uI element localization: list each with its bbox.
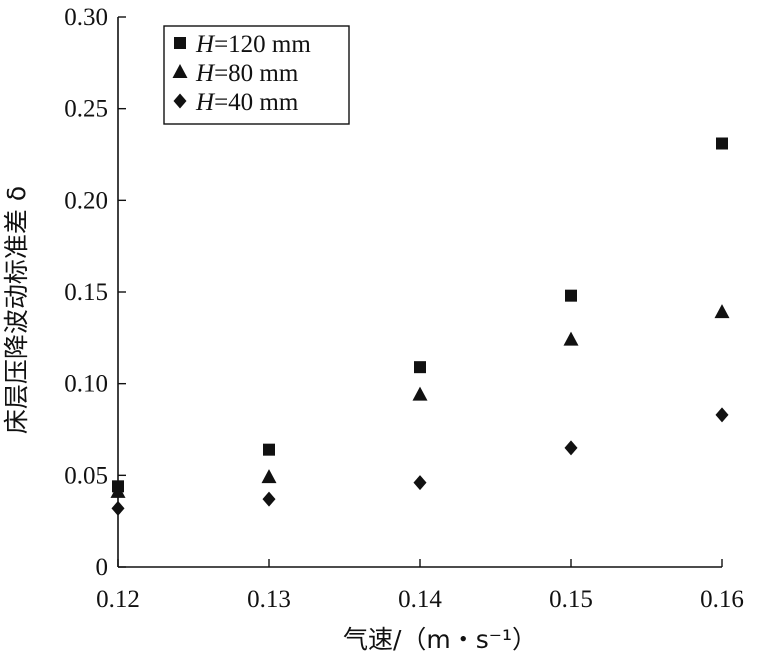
y-axis-label: 床层压降波动标准差 δ xyxy=(2,186,31,434)
x-tick-label: 0.13 xyxy=(247,586,291,613)
series-diamond xyxy=(111,407,729,516)
legend-entry: H=80 mm xyxy=(195,60,299,87)
x-axis-label: 气速/（m・s⁻¹） xyxy=(343,625,537,654)
data-point-diamond xyxy=(262,491,276,507)
legend-marker-diamond xyxy=(173,93,187,109)
data-points xyxy=(110,137,730,516)
y-tick-label: 0 xyxy=(96,554,109,581)
legend-entry: H=40 mm xyxy=(195,89,299,116)
data-point-square xyxy=(263,443,275,456)
data-point-triangle xyxy=(412,386,428,401)
series-triangle xyxy=(110,304,730,498)
legend-box xyxy=(163,25,350,125)
data-point-diamond xyxy=(111,500,125,516)
x-tick-label: 0.16 xyxy=(700,586,744,613)
data-point-diamond xyxy=(564,440,578,456)
data-point-diamond xyxy=(413,475,427,491)
data-point-triangle xyxy=(261,469,277,484)
x-tick-label: 0.12 xyxy=(96,586,140,613)
data-point-triangle xyxy=(714,304,730,319)
y-axis-ticks: 0 0.05 0.10 0.15 0.20 0.25 0.30 xyxy=(64,4,126,581)
y-tick-label: 0.10 xyxy=(64,371,108,398)
series-square xyxy=(112,137,728,493)
legend-marker-square xyxy=(174,37,186,49)
data-point-triangle xyxy=(563,331,579,346)
y-tick-label: 0.30 xyxy=(64,4,108,31)
data-point-diamond xyxy=(715,407,729,423)
x-axis-ticks: 0.12 0.13 0.14 0.15 0.16 xyxy=(96,559,744,613)
legend: H=120 mmH=80 mmH=40 mm xyxy=(163,25,350,125)
legend-marker-triangle xyxy=(172,64,188,78)
data-point-square xyxy=(716,137,728,150)
y-tick-label: 0.05 xyxy=(64,462,108,489)
data-point-square xyxy=(414,361,426,374)
legend-entry: H=120 mm xyxy=(195,31,311,58)
x-tick-label: 0.14 xyxy=(398,586,442,613)
y-tick-label: 0.25 xyxy=(64,96,108,123)
data-point-square xyxy=(565,289,577,302)
x-tick-label: 0.15 xyxy=(549,586,593,613)
data-point-triangle xyxy=(110,483,126,498)
y-tick-label: 0.20 xyxy=(64,187,108,214)
y-tick-label: 0.15 xyxy=(64,279,108,306)
